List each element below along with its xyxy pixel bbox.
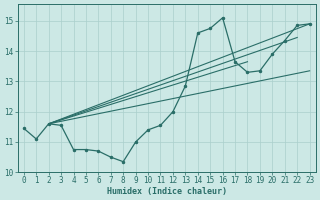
X-axis label: Humidex (Indice chaleur): Humidex (Indice chaleur) [107, 187, 227, 196]
